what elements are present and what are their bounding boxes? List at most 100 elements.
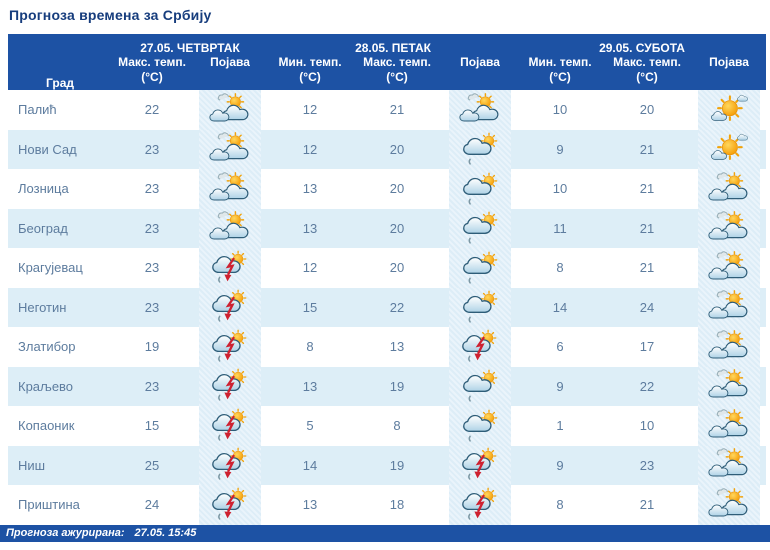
thu-weather-cell (192, 129, 268, 169)
city-name: Палић (18, 102, 57, 118)
city-name: Златибор (18, 339, 76, 355)
sat-weather-cell (692, 445, 766, 485)
partly-cloudy-icon (698, 327, 761, 367)
sat-min-temp: 1 (556, 418, 564, 434)
column-header-fri-phenomenon: Појава (442, 55, 519, 90)
partly-cloudy-icon (199, 208, 261, 248)
rain-sun-icon (449, 129, 512, 169)
city-name: Копаоник (18, 418, 75, 434)
sat-max-temp: 21 (639, 141, 655, 157)
thu-max-temp: 22 (144, 102, 160, 118)
thu-max-temp: 23 (144, 378, 160, 394)
sat-min-temp: 9 (556, 141, 564, 157)
partly-cloudy-icon (698, 485, 761, 525)
fri-max-temp: 20 (389, 141, 405, 157)
fri-min-temp: 8 (306, 339, 314, 355)
table-row: Неготин 23 15 22 14 24 (8, 287, 767, 327)
sat-min-temp: 9 (556, 457, 564, 473)
thunderstorm-icon (199, 485, 261, 525)
partly-cloudy-icon (698, 406, 761, 446)
sat-max-temp: 21 (639, 497, 655, 513)
thu-weather-cell (192, 169, 268, 209)
fri-max-temp: 19 (389, 457, 405, 473)
fri-weather-cell (442, 366, 518, 406)
sat-min-temp: 10 (552, 181, 568, 197)
city-name: Приштина (18, 497, 80, 513)
thunderstorm-icon (199, 327, 261, 367)
partly-cloudy-icon (698, 169, 761, 209)
partly-cloudy-icon (449, 90, 512, 130)
thunderstorm-icon (449, 445, 512, 485)
fri-weather-cell (442, 445, 518, 485)
sat-weather-cell (692, 90, 766, 130)
update-bar: Прогноза ажурирана: 27.05. 15:45 (0, 524, 770, 542)
column-header-sat-phenomenon: Појава (692, 55, 767, 90)
sat-weather-cell (692, 129, 766, 169)
partly-cloudy-icon (698, 445, 761, 485)
sat-max-temp: 21 (639, 260, 655, 276)
table-row: Краљево 23 13 19 9 22 (8, 366, 767, 406)
column-header-city: Град (8, 34, 112, 90)
table-row: Приштина 24 13 18 8 21 (8, 485, 766, 525)
fri-max-temp: 13 (389, 339, 405, 355)
unit-label: (°C) (386, 70, 408, 84)
sat-weather-cell (692, 169, 766, 209)
thu-weather-cell (192, 485, 268, 525)
fri-weather-cell (442, 485, 518, 525)
fri-weather-cell (442, 406, 518, 446)
thunderstorm-icon (199, 406, 261, 446)
mostly-sunny-icon (698, 90, 761, 130)
day-header-friday: 28.05. ПЕТАК (268, 34, 519, 55)
rain-sun-icon (449, 169, 512, 209)
thunderstorm-icon (199, 287, 261, 327)
sat-weather-cell (692, 366, 766, 406)
city-name: Београд (18, 220, 68, 236)
unit-label: (°C) (549, 70, 571, 84)
fri-weather-cell (442, 129, 518, 169)
table-header: Град 27.05. ЧЕТВРТАК 28.05. ПЕТАК 29.05.… (8, 34, 767, 90)
column-header-sat-max: Макс. темп. (°C) (602, 55, 693, 90)
table-row: Лозница 23 13 20 10 21 (8, 169, 766, 209)
day-header-saturday: 29.05. СУБОТА (518, 34, 767, 55)
column-header-sat-min: Мин. темп. (°C) (518, 55, 603, 90)
table-row: Палић 22 12 21 10 20 (8, 90, 766, 130)
city-name: Неготин (18, 299, 67, 315)
sat-weather-cell (692, 208, 766, 248)
fri-min-temp: 15 (302, 299, 318, 315)
sat-max-temp: 10 (639, 418, 655, 434)
sat-weather-cell (692, 327, 766, 367)
thu-max-temp: 23 (144, 299, 160, 315)
column-header-thu-max: Макс. темп. (°C) (112, 55, 192, 90)
fri-min-temp: 12 (302, 260, 318, 276)
sat-weather-cell (692, 485, 766, 525)
forecast-table: Град 27.05. ЧЕТВРТАК 28.05. ПЕТАК 29.05.… (8, 34, 767, 525)
partly-cloudy-icon (698, 208, 761, 248)
sat-max-temp: 20 (639, 102, 655, 118)
fri-weather-cell (442, 287, 518, 327)
fri-min-temp: 12 (302, 141, 318, 157)
thunderstorm-icon (199, 366, 261, 406)
sat-min-temp: 8 (556, 497, 564, 513)
fri-min-temp: 13 (302, 378, 318, 394)
sat-min-temp: 14 (552, 299, 568, 315)
partly-cloudy-icon (199, 169, 261, 209)
sat-min-temp: 6 (556, 339, 564, 355)
column-header-fri-max: Макс. темп. (°C) (352, 55, 443, 90)
city-name: Лозница (18, 181, 69, 197)
sat-min-temp: 9 (556, 378, 564, 394)
rain-sun-icon (449, 208, 512, 248)
thu-weather-cell (192, 445, 268, 485)
thu-max-temp: 24 (144, 497, 160, 513)
fri-weather-cell (442, 248, 518, 288)
thu-weather-cell (192, 90, 268, 130)
sat-max-temp: 21 (639, 181, 655, 197)
partly-cloudy-icon (698, 287, 761, 327)
fri-max-temp: 21 (389, 102, 405, 118)
city-name: Нови Сад (18, 141, 77, 157)
fri-max-temp: 8 (393, 418, 401, 434)
table-row: Копаоник 15 5 8 1 10 (8, 406, 766, 446)
rain-sun-icon (449, 287, 512, 327)
sat-max-temp: 21 (639, 220, 655, 236)
fri-max-temp: 20 (389, 181, 405, 197)
sat-weather-cell (692, 287, 766, 327)
